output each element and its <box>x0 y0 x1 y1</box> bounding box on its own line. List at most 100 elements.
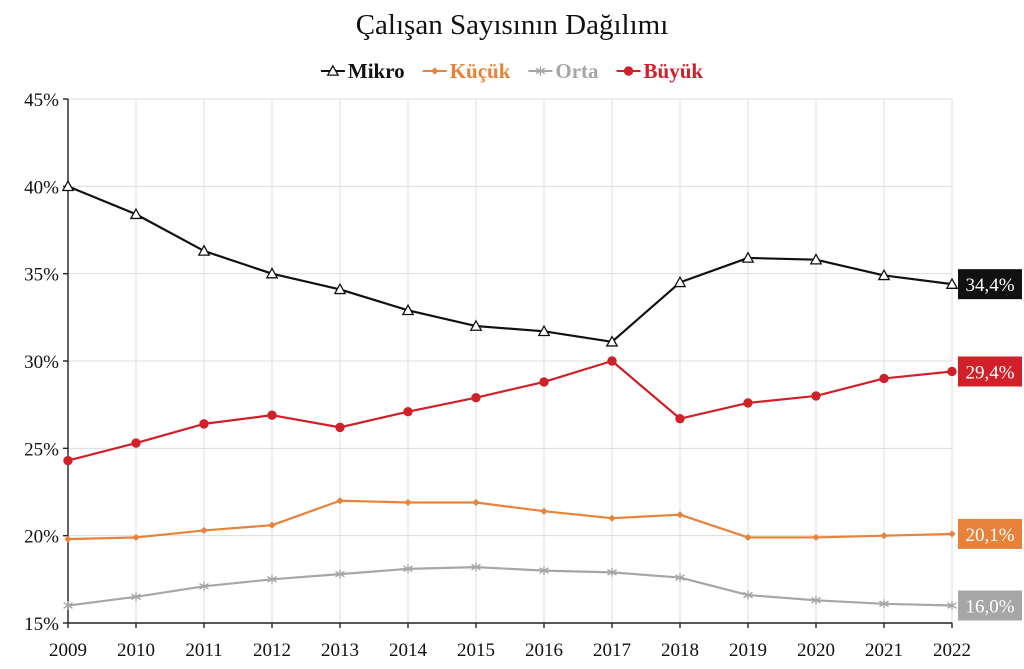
series-orta <box>63 562 957 611</box>
end-label-mikro: 34,4% <box>958 269 1022 300</box>
legend-label: Büyük <box>644 59 704 83</box>
legend: Mikro Küçük Orta Büyük <box>320 59 704 83</box>
data-point <box>197 244 211 256</box>
series-layer <box>61 179 959 611</box>
data-point <box>403 406 413 417</box>
x-tick-label: 2020 <box>797 640 835 661</box>
data-point <box>608 514 616 522</box>
data-point <box>675 413 685 424</box>
data-point <box>131 592 141 602</box>
series-mikro <box>61 179 959 347</box>
end-label-box <box>958 356 1022 387</box>
y-tick-label: 30% <box>24 352 59 373</box>
data-point <box>811 595 821 605</box>
end-label-text: 34,4% <box>965 275 1014 296</box>
data-point <box>605 335 619 347</box>
x-tick-label: 2012 <box>253 640 291 661</box>
legend-item-mikro: Mikro <box>320 59 405 83</box>
data-point <box>471 562 481 572</box>
data-point <box>326 64 340 76</box>
data-point <box>743 590 753 600</box>
data-point <box>469 319 483 331</box>
data-point <box>811 391 821 401</box>
end-label-box <box>958 269 1022 300</box>
legend-item-küçük: Küçük <box>422 59 511 83</box>
data-point <box>335 569 345 579</box>
data-point <box>540 507 548 515</box>
data-point <box>675 573 685 583</box>
y-tick-label: 25% <box>24 439 59 460</box>
data-point <box>336 497 344 505</box>
y-tick-label: 45% <box>24 90 59 111</box>
data-point <box>948 530 956 538</box>
y-tick-label: 20% <box>24 527 59 548</box>
data-point <box>403 564 413 574</box>
x-tick-label: 2015 <box>457 640 495 661</box>
data-point <box>61 179 75 192</box>
legend-label: Mikro <box>348 59 405 83</box>
data-point <box>64 535 72 543</box>
data-point <box>132 533 140 542</box>
data-point <box>63 455 73 466</box>
x-tick-label: 2011 <box>185 640 222 661</box>
x-tick-label: 2018 <box>661 640 699 661</box>
gridlines <box>68 98 953 623</box>
x-tick-label: 2009 <box>49 640 87 661</box>
y-tick-label: 15% <box>24 614 59 635</box>
data-point <box>947 601 957 611</box>
legend-label: Küçük <box>450 59 511 83</box>
data-point <box>877 268 891 281</box>
data-point <box>676 511 684 519</box>
x-tick-label: 2021 <box>865 640 903 661</box>
data-point <box>879 373 889 384</box>
legend-item-orta: Orta <box>528 59 599 83</box>
data-point <box>744 533 752 542</box>
data-point <box>472 498 480 507</box>
data-point <box>267 410 277 420</box>
data-point <box>63 601 73 611</box>
data-point <box>607 567 617 577</box>
legend-item-büyük: Büyük <box>616 59 704 83</box>
data-point <box>743 398 753 408</box>
data-point <box>200 526 208 535</box>
end-label-text: 16,0% <box>965 597 1014 618</box>
data-point <box>539 377 549 387</box>
end-label-büyük: 29,4% <box>958 356 1022 387</box>
end-label-text: 29,4% <box>965 362 1014 383</box>
data-point <box>267 574 277 584</box>
end-label-box <box>958 590 1022 621</box>
data-point <box>265 267 279 279</box>
x-tick-labels: 2009 2010 2011 2012 2013 2014 2015 2016 2017 2018… <box>49 623 971 661</box>
x-tick-label: 2022 <box>933 640 971 661</box>
data-point <box>879 599 889 609</box>
series-line <box>67 566 953 607</box>
end-label-text: 20,1% <box>965 525 1014 546</box>
chart-title: Çalışan Sayısının Dağılımı <box>356 9 669 41</box>
data-point <box>401 303 415 316</box>
data-point <box>945 277 959 289</box>
data-point <box>809 253 823 265</box>
end-label-küçük: 20,1% <box>958 518 1022 549</box>
legend-label: Orta <box>555 59 599 83</box>
data-point <box>471 392 481 403</box>
data-point <box>335 422 345 433</box>
data-point <box>333 282 347 295</box>
data-point <box>880 532 888 540</box>
y-tick-label: 40% <box>24 177 59 198</box>
data-point <box>607 356 617 366</box>
data-point <box>812 533 820 542</box>
data-point <box>623 66 634 76</box>
data-point <box>199 419 209 429</box>
x-tick-label: 2014 <box>389 640 428 661</box>
data-point <box>199 581 209 591</box>
series-line <box>67 499 953 541</box>
data-point <box>673 275 687 288</box>
series-line <box>67 359 953 462</box>
data-point <box>947 366 957 377</box>
x-tick-label: 2019 <box>729 640 767 661</box>
data-point <box>129 207 143 220</box>
x-tick-label: 2016 <box>525 640 563 661</box>
data-point <box>131 438 141 448</box>
data-point <box>539 566 549 576</box>
